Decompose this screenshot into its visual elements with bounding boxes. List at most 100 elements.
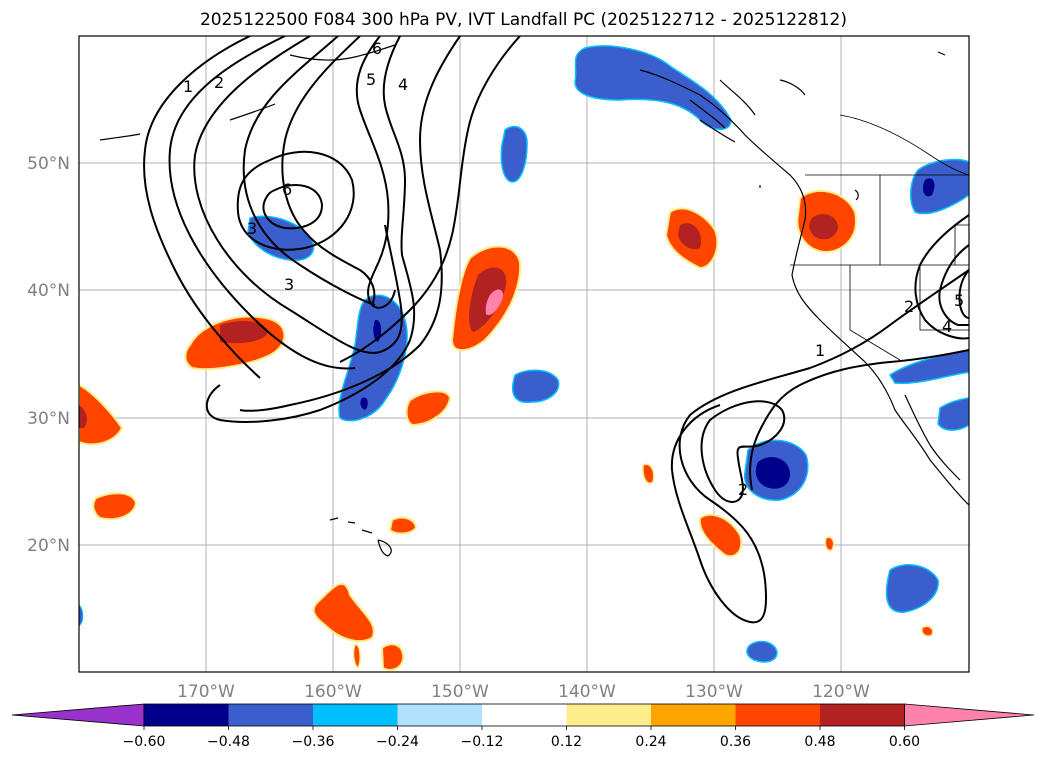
lon-label-120w: 120°W <box>812 682 870 702</box>
coastline-alaska-islands <box>689 79 756 143</box>
lon-label-170w: 170°W <box>177 682 235 702</box>
anomaly-patch-southeast-small <box>921 625 934 637</box>
anomaly-patch-south <box>746 640 778 663</box>
colorbar-segment <box>313 704 398 726</box>
colorbar-extend-high <box>904 703 1035 727</box>
contour-3-trough <box>193 36 403 354</box>
contour-label-1-east: 1 <box>815 341 825 360</box>
contour-label-4-east: 4 <box>942 317 952 336</box>
contour-east-trough-2 <box>938 244 969 326</box>
colorbar-tick-label: −0.60 <box>123 734 166 750</box>
anomaly-patch-subtropical-east <box>698 513 743 558</box>
colorbar-tick-label: 0.12 <box>551 734 582 750</box>
anomaly-patch-south-2 <box>380 643 405 671</box>
colorbar-tick-label: 0.60 <box>889 734 920 750</box>
anomaly-patch-hawaii-north <box>388 516 418 535</box>
anomaly-patch-mexico <box>937 397 969 431</box>
colorbar-segment <box>651 704 736 726</box>
contour-label-2-west: 2 <box>214 73 224 92</box>
lat-label-20n: 20°N <box>27 536 70 556</box>
contour-subtropical-low <box>700 400 786 503</box>
colorbar-segment <box>735 704 821 726</box>
anomaly-peak-central-ridge <box>485 289 504 316</box>
colorbar-segment <box>144 704 229 726</box>
contour-label-4: 4 <box>398 75 408 94</box>
colorbar-tick-label: −0.48 <box>207 734 250 750</box>
anomaly-patch-south-1 <box>312 582 375 643</box>
colorbar-segment <box>820 704 905 726</box>
colorbar: −0.60 −0.48 −0.36 −0.24 −0.12 0.12 0.24 0.36 0.4… <box>11 703 1035 750</box>
contour-east-trough-1 <box>914 214 969 340</box>
coastline-aleutians <box>99 44 396 141</box>
anomaly-patch-hawaii-west <box>92 492 138 521</box>
anomaly-patch-south-3 <box>352 644 361 670</box>
canada-border <box>839 114 969 176</box>
latitude-labels: 50°N 40°N 30°N 20°N <box>27 154 70 556</box>
anomaly-patch-northern-rockies <box>910 158 969 215</box>
anomaly-core-northeast-pacific <box>678 223 702 250</box>
anomaly-core-central-trough-south <box>360 397 368 410</box>
lat-label-40n: 40°N <box>27 281 70 301</box>
anomaly-core-subtropical-low <box>755 457 790 489</box>
lat-label-50n: 50°N <box>27 154 70 174</box>
map-title: 2025122500 F084 300 hPa PV, IVT Landfall… <box>199 10 847 30</box>
contour-label-6-low: 6 <box>282 180 292 199</box>
contour-east-trough-3 <box>958 269 969 319</box>
anomaly-patch-subtropical-small <box>642 463 655 484</box>
colorbar-segment <box>566 704 652 726</box>
anomaly-patch-north-central <box>500 125 528 183</box>
lon-label-130w: 130°W <box>685 682 743 702</box>
anomaly-core-central-ridge <box>469 267 507 332</box>
anomaly-patch-subtropical-1 <box>405 390 452 427</box>
colorbar-tick-label: −0.36 <box>292 734 335 750</box>
contour-label-5-east: 5 <box>954 291 964 310</box>
coastline-north-america <box>639 69 969 506</box>
contour-1-west <box>143 36 261 379</box>
anomaly-patch-mexico-coast <box>824 536 835 552</box>
map-frame <box>78 35 970 673</box>
coastline-hawaii <box>329 517 392 557</box>
colorbar-tick-label: 0.36 <box>720 734 751 750</box>
anomaly-core-west-ridge <box>220 320 268 344</box>
anomaly-patch-west-edge <box>79 383 124 446</box>
lat-label-30n: 30°N <box>27 409 70 429</box>
positive-anomaly-patches <box>79 189 934 671</box>
anomaly-core-west-edge <box>79 405 87 428</box>
contour-5-trough <box>281 36 376 306</box>
contour-closed-low-inner <box>262 184 324 230</box>
contour-2-east <box>749 349 969 491</box>
colorbar-segment <box>482 704 567 726</box>
pv-contours <box>143 36 969 624</box>
contour-labels: 1 2 3 4 5 6 6 3 2 1 2 4 5 <box>183 39 964 499</box>
lon-label-150w: 150°W <box>431 682 489 702</box>
colorbar-segment <box>397 704 483 726</box>
anomaly-patch-central-trough <box>338 294 408 422</box>
colorbar-tick-label: −0.24 <box>376 734 419 750</box>
contour-closed-low-outer <box>236 150 355 251</box>
anomaly-patch-southeast <box>885 564 939 613</box>
coastline-arctic-fragment <box>937 51 946 56</box>
contour-label-1-west: 1 <box>183 77 193 96</box>
contour-label-2-east-trough: 2 <box>904 297 914 316</box>
contour-ridge-inner <box>339 36 521 363</box>
contour-1-east-trough <box>670 269 969 624</box>
contour-label-3-low: 3 <box>247 219 257 238</box>
coastline-fragments <box>759 79 859 201</box>
contour-label-5: 5 <box>366 70 376 89</box>
anomaly-patch-mid-pacific <box>511 369 560 404</box>
longitude-labels: 170°W 160°W 150°W 140°W 130°W 120°W <box>177 682 870 702</box>
colorbar-outline <box>143 703 905 727</box>
contour-label-6-top: 6 <box>372 39 382 58</box>
colorbar-tick-label: −0.12 <box>461 734 504 750</box>
lon-label-140w: 140°W <box>558 682 616 702</box>
colorbar-segment <box>228 704 314 726</box>
coastline-baja-gulf <box>904 394 961 481</box>
contour-2-west <box>168 36 356 370</box>
contour-ridge-outer <box>205 36 416 423</box>
contour-label-3: 3 <box>284 275 294 294</box>
state-borders <box>790 174 969 361</box>
anomaly-patch-southwest-us <box>888 349 969 385</box>
lon-label-160w: 160°W <box>304 682 362 702</box>
colorbar-tick-label: 0.24 <box>635 734 666 750</box>
